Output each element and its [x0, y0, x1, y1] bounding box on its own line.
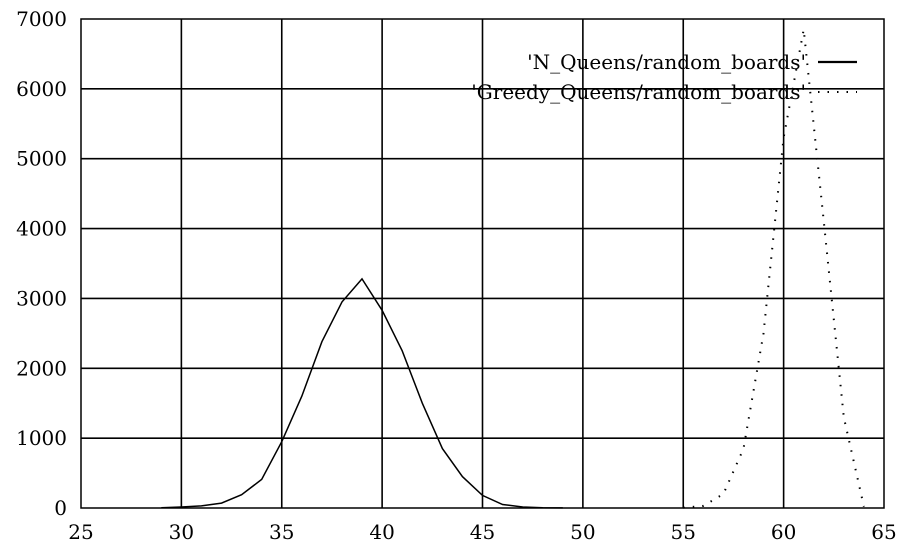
legend-label-2: 'Greedy_Queens/random_boards' — [471, 80, 806, 104]
series-line-1 — [161, 277, 563, 509]
y-tick-label: 2000 — [16, 356, 67, 380]
legend-label-1: 'N_Queens/random_boards' — [527, 50, 806, 74]
series-layer — [161, 29, 865, 509]
y-tick-label: 7000 — [16, 7, 67, 31]
x-tick-label: 65 — [871, 520, 896, 544]
series-line-2 — [683, 29, 865, 509]
legend: 'N_Queens/random_boards' 'Greedy_Queens/r… — [471, 50, 857, 104]
x-tick-label: 30 — [169, 520, 194, 544]
plot-frame — [80, 18, 885, 509]
y-tick-label: 1000 — [16, 426, 67, 450]
x-tick-label: 60 — [771, 520, 796, 544]
y-tick-label: 6000 — [16, 77, 67, 101]
x-tick-label: 55 — [671, 520, 696, 544]
x-tick-label: 45 — [470, 520, 495, 544]
y-tick-label: 4000 — [16, 217, 67, 241]
grid — [81, 19, 884, 508]
x-tick-label: 50 — [570, 520, 595, 544]
axis-ticks: 25 30 35 40 45 50 55 60 65 0 1000 2000 3000 4000 5000 6… — [16, 7, 897, 544]
y-tick-label: 3000 — [16, 286, 67, 310]
y-tick-label: 5000 — [16, 147, 67, 171]
x-tick-label: 40 — [369, 520, 394, 544]
x-tick-label: 25 — [68, 520, 93, 544]
y-tick-label: 0 — [54, 496, 67, 520]
x-tick-label: 35 — [269, 520, 294, 544]
